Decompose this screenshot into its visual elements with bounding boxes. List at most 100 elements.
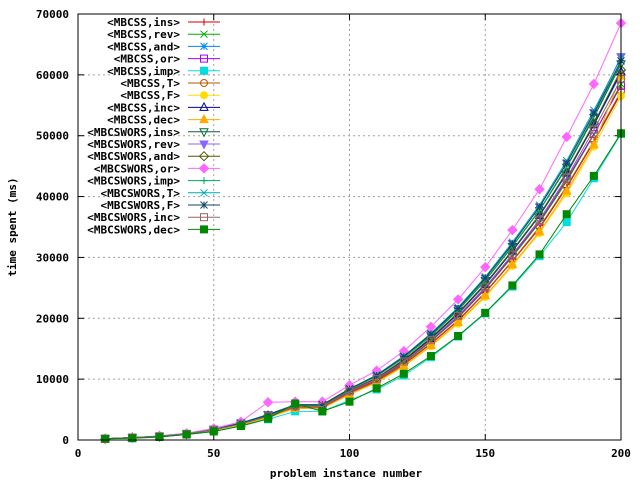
- data-point: [481, 308, 490, 317]
- legend-label: <MBCSS,and>: [107, 40, 180, 53]
- data-point: [534, 209, 545, 219]
- legend-entry: <MBCSS,inc>: [107, 101, 220, 114]
- legend-label: <MBCSWORS,rev>: [87, 138, 180, 151]
- series-line: [105, 133, 622, 440]
- data-point: [481, 283, 490, 292]
- data-point: [128, 434, 137, 443]
- data-point: [399, 369, 408, 378]
- series-line: [105, 133, 622, 440]
- data-point: [535, 203, 544, 211]
- data-point: [200, 42, 208, 51]
- data-point: [262, 397, 274, 408]
- data-point: [264, 414, 273, 423]
- data-point: [200, 91, 208, 100]
- data-point: [562, 218, 571, 227]
- data-point: [399, 352, 408, 361]
- data-point: [534, 184, 545, 195]
- data-point: [561, 185, 572, 195]
- legend-entry: <MBCSS,ins>: [107, 16, 220, 29]
- x-tick-label: 0: [75, 447, 82, 460]
- y-tick-label: 60000: [36, 69, 69, 82]
- legend-label: <MBCSWORS,ins>: [87, 126, 180, 139]
- data-point: [562, 210, 571, 219]
- data-point: [200, 213, 208, 222]
- data-point: [561, 167, 572, 177]
- data-point: [535, 215, 544, 224]
- data-point: [198, 163, 210, 174]
- data-point: [200, 66, 208, 75]
- grid-lines: [78, 14, 621, 440]
- legend-label: <MBCSWORS,inc>: [87, 211, 180, 224]
- data-point: [200, 177, 208, 185]
- data-point: [453, 316, 463, 327]
- data-point: [426, 352, 435, 361]
- data-point: [200, 54, 208, 63]
- data-point: [589, 125, 598, 134]
- y-tick-label: 30000: [36, 251, 69, 264]
- legend-entry: <MBCSWORS,inc>: [87, 211, 220, 224]
- legend-entry: <MBCSWORS,F>: [101, 199, 220, 212]
- series: [101, 129, 625, 443]
- legend-entry: <MBCSWORS,ins>: [87, 126, 220, 139]
- data-point: [426, 340, 436, 350]
- legend-label: <MBCSWORS,imp>: [87, 175, 180, 188]
- series: [101, 89, 625, 443]
- legend: <MBCSS,ins><MBCSS,rev><MBCSS,and> <MBCSS,…: [87, 16, 220, 236]
- data-point: [589, 171, 598, 180]
- data-point: [452, 294, 464, 305]
- series-line: [105, 22, 622, 440]
- x-tick-label: 150: [475, 447, 495, 460]
- data-point: [199, 128, 209, 138]
- legend-label: <MBCSS,rev>: [107, 28, 180, 41]
- y-tick-label: 20000: [36, 312, 69, 325]
- legend-entry: <MBCSWORS,rev>: [87, 138, 220, 151]
- data-point: [291, 399, 300, 408]
- data-point: [200, 188, 208, 197]
- data-point: [562, 173, 571, 182]
- data-point: [454, 311, 463, 320]
- data-point: [508, 281, 517, 290]
- data-point: [534, 226, 545, 236]
- legend-label: <MBCSWORS,dec>: [87, 223, 180, 236]
- data-point: [345, 397, 354, 406]
- data-point: [345, 387, 354, 396]
- legend-entry: <MBCSS,dec>: [107, 114, 220, 127]
- data-point: [372, 384, 381, 393]
- series-group: [99, 17, 627, 445]
- legend-label: <MBCSS,imp>: [107, 65, 180, 78]
- data-point: [182, 430, 191, 439]
- data-point: [198, 150, 210, 162]
- y-tick-label: 40000: [36, 191, 69, 204]
- data-point: [399, 357, 408, 366]
- legend-entry: <MBCSWORS,imp>: [87, 175, 220, 188]
- data-point: [427, 330, 435, 338]
- data-point: [508, 240, 517, 248]
- plot-frame: [77, 13, 622, 441]
- data-point: [480, 261, 491, 273]
- legend-entry: <MBCSS,and>: [107, 40, 220, 53]
- y-tick-label: 10000: [36, 373, 69, 386]
- data-point: [200, 30, 208, 39]
- y-tick-label: 0: [62, 434, 69, 447]
- series-line: [105, 85, 622, 440]
- legend-entry: <MBCSWORS,dec>: [87, 223, 220, 236]
- data-point: [562, 159, 571, 167]
- x-tick-label: 200: [611, 447, 631, 460]
- series-line: [105, 69, 622, 440]
- legend-label: <MBCSS,ins>: [107, 16, 180, 29]
- data-point: [454, 331, 463, 340]
- data-point: [236, 422, 245, 431]
- legend-label: <MBCSS,dec>: [107, 114, 180, 127]
- data-point: [200, 79, 208, 87]
- legend-entry: <MBCSS,F>: [120, 89, 220, 102]
- data-point: [426, 336, 435, 345]
- legend-entry: <MBCSWORS,T>: [101, 187, 220, 200]
- data-point: [480, 290, 491, 300]
- data-point: [507, 259, 518, 269]
- legend-entry: <MBCSWORS,or>: [94, 162, 220, 175]
- data-point: [535, 250, 544, 259]
- data-point: [199, 114, 209, 124]
- legend-label: <MBCSWORS,or>: [94, 162, 180, 175]
- data-point: [372, 375, 381, 384]
- data-point: [561, 131, 572, 143]
